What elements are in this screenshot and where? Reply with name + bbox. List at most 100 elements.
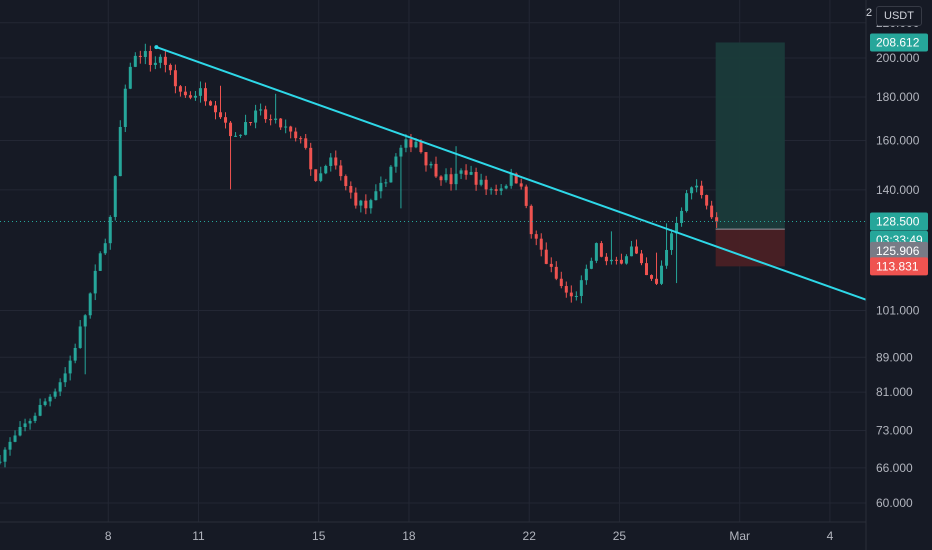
candle-body [354,192,358,206]
candle-body [178,86,182,92]
candle-body [274,118,278,120]
candle-body [279,118,283,128]
candle-body [224,117,228,123]
candle-body [685,193,689,211]
price-tick-label: 73.000 [876,424,913,438]
candle-body [544,249,548,264]
candle-body [93,270,97,294]
stop-zone [715,229,785,267]
candle-body [394,156,398,167]
candle-body [650,275,654,279]
candle-body [655,278,659,284]
candle-body [339,165,343,177]
candle-body [249,122,253,124]
candle-body [374,191,378,201]
candle-body [449,174,453,185]
time-tick-label: 8 [105,529,112,543]
candle-body [454,173,458,185]
time-tick-label: 15 [312,529,326,543]
time-tick-label: 18 [402,529,416,543]
candle-body [484,179,488,190]
candle-body [464,170,468,175]
position-zones [715,42,785,267]
candle-body [53,391,57,397]
candle-body [439,176,443,181]
candle-body [695,185,699,188]
price-axis: 220.000200.000180.000160.000140.000101.0… [865,0,920,550]
price-tag-bg [870,241,928,260]
candle-body [133,55,137,67]
candle-body [309,147,313,170]
scale-marker[interactable]: 2 [866,7,873,19]
price-tag-bg [870,212,928,231]
candle-body [670,233,674,250]
candle-body [559,278,563,287]
price-tag-label: 125.906 [876,244,920,258]
price-tag-label: 128.500 [876,215,920,229]
price-tick-label: 180.000 [876,90,920,104]
candle-body [173,70,177,87]
candle-body [639,253,643,264]
candle-body [429,163,433,166]
candle-body [148,51,152,65]
candle-body [183,91,187,96]
candle-body [474,171,478,185]
candle-body [364,200,368,209]
candle-body [289,126,293,132]
candle-body [479,179,483,185]
candle-body [539,238,543,250]
candle-body [98,253,102,271]
candle-body [234,135,238,137]
target-zone [715,42,785,230]
candle-body [18,426,22,436]
candle-body [619,259,623,264]
time-axis: 8 11 15 18 22 25 Mar 4 [0,521,866,543]
candle-body [239,134,243,136]
candle-body [43,401,47,405]
price-tick-label: 81.000 [876,385,913,399]
candle-body [690,187,694,194]
candle-body [624,256,628,264]
candle-body [594,243,598,261]
currency-unit-label[interactable]: USDT [876,6,922,26]
candle-body [58,382,62,392]
candle-body [153,62,157,65]
candle-body [489,189,493,191]
candle-body [675,222,679,234]
candle-body [414,141,418,148]
candle-body [665,249,669,266]
candle-body [269,119,273,121]
candle-body [534,234,538,239]
candle-body [504,185,508,189]
candle-body [499,188,503,191]
candle-body [509,173,513,186]
candle-body [409,139,413,148]
candle-body [78,326,82,348]
candle-body [389,166,393,183]
candle-body [33,415,37,421]
time-tick-label: 22 [523,529,537,543]
candle-body [128,66,132,89]
time-tick-label: Mar [729,529,750,543]
candle-body [599,243,603,257]
price-tick-label: 66.000 [876,461,913,475]
candle-body [574,295,578,297]
candle-body [614,259,618,261]
candle-body [314,169,318,181]
candle-body [103,243,107,254]
candle-body [334,157,338,166]
price-tick-label: 60.000 [876,496,913,510]
candle-body [73,347,77,361]
candle-body [700,185,704,196]
candle-body [229,122,233,137]
candle-body [359,200,363,206]
price-tick-label: 140.000 [876,183,920,197]
candle-body [494,189,498,191]
candle-body [299,138,303,140]
candle-body [369,200,373,209]
candle-body [193,95,197,98]
